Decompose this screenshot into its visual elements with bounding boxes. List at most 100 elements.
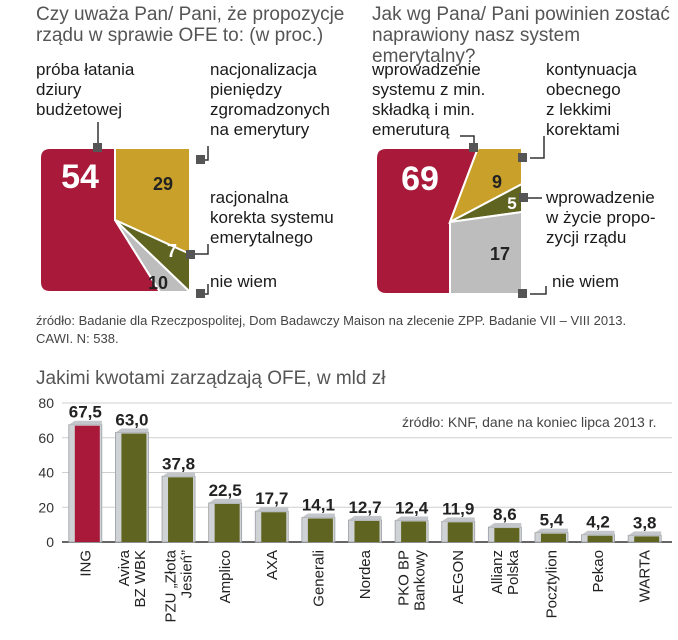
- pie1-label-dontknow: nie wiem: [210, 272, 278, 291]
- bar-group: 14,1 Generali: [301, 496, 336, 607]
- survey-source: źródło: Badanie dla Rzeczpospolitej, Dom…: [36, 312, 676, 348]
- bar-category-label: Generali: [310, 550, 327, 607]
- pie2-marker-government: [519, 193, 528, 202]
- bar: [354, 520, 380, 542]
- pie2-marker-dontknow: [518, 289, 527, 298]
- pie1-label-budget-line2: dziury: [36, 80, 82, 99]
- pie1-value-budget: 54: [61, 158, 99, 196]
- pie1-title-line2: rządu w sprawie OFE to: (w proc.): [36, 25, 324, 46]
- pie2-value-continuation: 9: [492, 172, 502, 192]
- bar: [214, 503, 240, 542]
- bar: [540, 533, 566, 542]
- pie2-label-minimal-line3: składką i min.: [372, 100, 475, 119]
- pie2-value-minimal: 69: [401, 160, 439, 198]
- bar: [587, 535, 613, 542]
- pie2-marker-continuation: [518, 153, 527, 162]
- bar-frame-top: [534, 528, 568, 533]
- bar-frame-top: [348, 515, 382, 520]
- bar-category-line: Generali: [310, 550, 327, 607]
- survey-source-line1: źródło: Badanie dla Rzeczpospolitej, Dom…: [36, 313, 627, 328]
- bar-value-label: 3,8: [633, 513, 657, 532]
- bar: [401, 521, 427, 542]
- bar: [74, 425, 100, 542]
- bar-value-label: 63,0: [115, 411, 148, 430]
- bar-category-line: PZU „Złota: [163, 549, 180, 622]
- pie2-label-government-line2: w życie propo-: [546, 208, 656, 227]
- pie1-label-nationalization-line1: nacjonalizacja: [210, 60, 317, 79]
- pie2-label-government-line3: zycji rządu: [546, 228, 627, 247]
- bar-frame-top: [255, 507, 289, 512]
- pie2-label-minimal-line4: emeruturą: [372, 120, 450, 139]
- bar-y-tick-label: 0: [46, 534, 54, 550]
- bar-y-tick-label: 20: [38, 499, 54, 515]
- bar-value-label: 11,9: [442, 499, 474, 518]
- pie1-title-line1: Czy uważa Pan/ Pani, że propozycje: [36, 4, 345, 25]
- pie1-label-nationalization-line3: zgromadzonych: [210, 100, 331, 119]
- pie2-slice-minimal: [375, 147, 480, 295]
- bar-frame-top: [115, 428, 149, 433]
- bar-category-label: AllianzPolska: [489, 549, 522, 595]
- bar-group: 11,9 AEGON: [441, 499, 476, 604]
- bar-category-label: PZU „ZłotaJesień”: [163, 549, 196, 622]
- pie2-label-minimal-line2: systemu z min.: [372, 80, 486, 99]
- bar-group: 12,7 Nordea: [348, 498, 382, 599]
- bar-category-line: AXA: [264, 550, 281, 580]
- pie2-title-line1: Jak wg Pana/ Pani powinien zostać: [372, 4, 670, 25]
- bar-value-label: 17,7: [255, 489, 288, 508]
- bar: [121, 433, 147, 542]
- bar-group: 67,5 ING: [68, 403, 103, 577]
- bar-category-label: PKO BPBankowy: [396, 550, 429, 611]
- bar-chart-bars: 67,5 ING 63,0 AvivaBZ WBK 37,8 PZU „ZłotaJesi…: [68, 403, 662, 623]
- pie1-label-rational-line3: emerytalnego: [210, 228, 314, 247]
- pie1-slice-budget: [39, 147, 162, 293]
- pie1-label-budget-line3: budżetowej: [36, 100, 123, 119]
- pie2-label-continuation: kontynuacja obecnego z lekkimi korektami: [546, 60, 637, 140]
- bar-value-label: 37,8: [162, 454, 195, 473]
- pie1-label-rational-line1: racjonalna: [210, 188, 289, 207]
- pie2-chart: 69 9 5 17: [375, 135, 547, 298]
- bar-chart-title: Jakimi kwotami zarządzają OFE, w mld zł: [36, 368, 386, 389]
- bar-y-tick-label: 80: [38, 395, 54, 411]
- pie1-slice-dontknow: [114, 219, 193, 293]
- pie2-leader-continuation: [530, 136, 545, 159]
- pie2-marker-minimal: [469, 143, 478, 152]
- bar-category-label: Pekao: [590, 550, 607, 593]
- bar-category-line: Nordea: [357, 549, 374, 599]
- pie1-label-nationalization-line4: na emerytury: [210, 120, 310, 139]
- bar-value-label: 12,7: [348, 498, 381, 517]
- bar-value-label: 14,1: [302, 496, 335, 515]
- pie1-label-budget-line1: próba łatania: [36, 60, 135, 79]
- pie1-value-rational: 7: [167, 241, 177, 261]
- bar-chart-source: źródło: KNF, dane na koniec lipca 2013 r…: [402, 414, 657, 430]
- bar-category-label: WARTA: [637, 550, 654, 602]
- bar-y-tick-label: 60: [38, 430, 54, 446]
- bar-category-label: AEGON: [450, 550, 467, 604]
- pie2-label-government-line1: wprowadzenie: [546, 188, 655, 207]
- bar-frame-top: [68, 420, 102, 425]
- bar-category-line: PKO BP: [396, 550, 413, 606]
- pies-graphic: 54 29 7 10 69 9 5 17: [39, 122, 547, 298]
- pie1-leader-rational: [194, 244, 209, 255]
- bar-value-label: 4,2: [586, 513, 610, 532]
- bar-value-label: 12,4: [395, 498, 429, 517]
- bar-group: 5,4 Pocztylion: [534, 511, 569, 618]
- bar-group: 63,0 AvivaBZ WBK: [115, 411, 149, 608]
- pie1-label-budget: próba łatania dziury budżetowej: [36, 60, 134, 120]
- bar-category-line: Pocztylion: [543, 550, 560, 618]
- pie1-label-rational-line2: korekta systemu: [210, 208, 334, 227]
- pie1-label-nationalization-line2: pieniędzy: [210, 80, 282, 99]
- pie2-label-continuation-line4: korektami: [546, 120, 620, 139]
- bar: [447, 522, 473, 542]
- bar-category-line: Aviva: [116, 549, 133, 586]
- bar-frame-top: [208, 498, 242, 503]
- pie2-title-line2: naprawiony nasz system emerytalny?: [372, 25, 581, 67]
- bar-group: 12,4 PKO BPBankowy: [394, 498, 429, 611]
- bar-frame-top: [301, 513, 335, 518]
- bar-category-label: AXA: [264, 550, 281, 580]
- bar-frame-top: [488, 523, 522, 528]
- bar-category-label: Amplico: [217, 550, 234, 603]
- bar-value-label: 22,5: [209, 481, 242, 500]
- pie1-label-nationalization: nacjonalizacja pieniędzy zgromadzonych n…: [210, 60, 330, 140]
- bar-category-line: Jesień”: [179, 550, 196, 598]
- bar-value-label: 8,6: [493, 505, 517, 524]
